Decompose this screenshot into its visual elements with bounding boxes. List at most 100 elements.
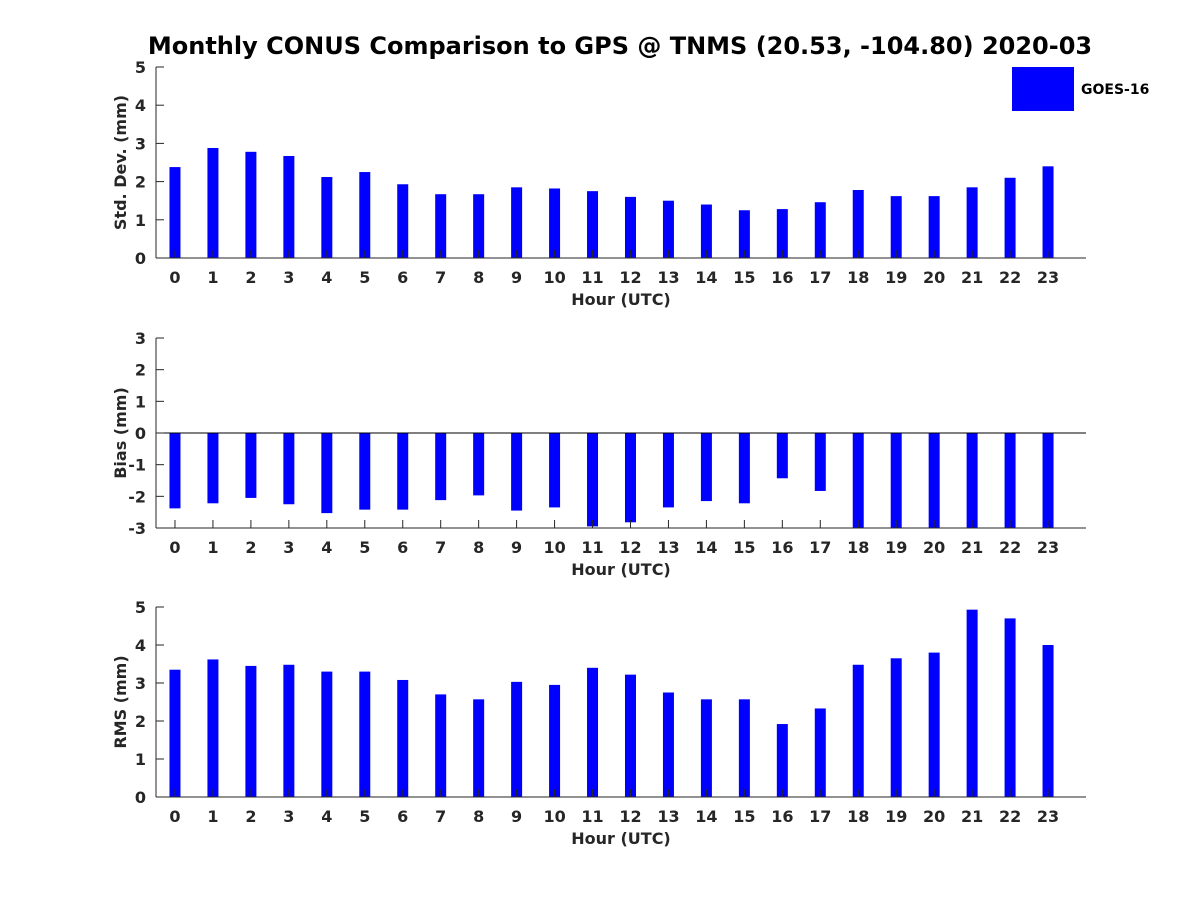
bias-xtick-label: 18 [847,538,869,557]
bias-bar-17 [814,433,826,491]
bias-bar-4 [321,433,333,514]
std-dev-xtick-label: 21 [961,268,983,287]
std-dev-xtick-label: 14 [695,268,717,287]
rms-xtick-label: 19 [885,807,907,826]
bias-xtick-label: 14 [695,538,717,557]
rms-xtick-label: 18 [847,807,869,826]
rms-bar-6 [397,679,409,797]
std-dev-xtick-label: 0 [169,268,180,287]
rms-xtick-label: 0 [169,807,180,826]
rms-bar-16 [776,724,788,797]
bias-xtick-label: 15 [733,538,755,557]
rms-xtick-label: 13 [657,807,679,826]
std-dev-xtick-label: 18 [847,268,869,287]
std-dev-ytick-label: 5 [135,58,146,77]
std-dev-bar-4 [321,177,333,258]
rms-bar-21 [966,609,978,797]
rms-bar-10 [549,684,561,797]
bias-ytick-label: -2 [128,487,146,506]
std-dev-bar-5 [359,172,371,258]
bias-bar-14 [700,433,712,502]
bias-ylabel: Bias (mm) [111,387,130,479]
std-dev-xtick-label: 1 [207,268,218,287]
std-dev-xtick-label: 2 [245,268,256,287]
bias-bar-16 [776,433,788,479]
std-dev-ytick-label: 1 [135,211,146,230]
std-dev-ytick-label: 4 [135,96,146,115]
bias-bar-11 [587,433,599,527]
rms-xtick-label: 4 [321,807,332,826]
legend: GOES-16 [1012,67,1149,111]
bias-xtick-label: 11 [581,538,603,557]
bias-xtick-label: 9 [511,538,522,557]
std-dev-xtick-label: 9 [511,268,522,287]
rms-ylabel: RMS (mm) [111,655,130,748]
std-dev-xtick-label: 3 [283,268,294,287]
bias-bar-7 [435,433,447,501]
std-dev-bar-13 [662,200,674,258]
bias-ytick-label: 2 [135,361,146,380]
rms-ytick-label: 4 [135,636,146,655]
std-dev-xtick-label: 20 [923,268,945,287]
rms-xtick-label: 21 [961,807,983,826]
rms-bar-19 [890,658,902,797]
std-dev-xtick-label: 8 [473,268,484,287]
bias-ytick-label: -1 [128,456,146,475]
bias-ytick-label: 0 [135,424,146,443]
rms-xtick-label: 22 [999,807,1021,826]
std-dev-xtick-label: 4 [321,268,332,287]
rms-bar-5 [359,671,371,797]
bias-bar-1 [207,433,219,504]
rms-bar-9 [511,681,523,797]
bias-xtick-label: 16 [771,538,793,557]
rms-bar-15 [738,699,750,797]
std-dev-xtick-label: 16 [771,268,793,287]
rms-xtick-label: 2 [245,807,256,826]
std-dev-ytick-label: 3 [135,134,146,153]
bias-xtick-label: 17 [809,538,831,557]
bias-bar-10 [549,433,561,508]
bias-ytick-label: 3 [135,329,146,348]
legend-label: GOES-16 [1081,82,1149,98]
rms-bar-1 [207,659,219,797]
std-dev-bar-15 [738,210,750,258]
bias-bar-19 [890,433,902,528]
rms-xtick-label: 1 [207,807,218,826]
std-dev-bar-17 [814,202,826,258]
rms-ytick-label: 5 [135,598,146,617]
rms-xtick-label: 14 [695,807,717,826]
rms-xtick-label: 6 [397,807,408,826]
std-dev-xtick-label: 15 [733,268,755,287]
std-dev-bar-6 [397,184,409,258]
std-dev-bar-23 [1042,166,1054,258]
std-dev-bar-9 [511,187,523,258]
bias-xtick-label: 21 [961,538,983,557]
rms-xtick-label: 12 [619,807,641,826]
rms-xtick-label: 17 [809,807,831,826]
std-dev-bar-14 [700,204,712,258]
std-dev-bar-12 [624,196,636,258]
bias-bar-13 [662,433,674,508]
std-dev-xtick-label: 11 [581,268,603,287]
bias-bar-18 [852,433,864,528]
bias-xtick-label: 2 [245,538,256,557]
rms-bar-0 [169,669,181,797]
std-dev-bar-2 [245,151,257,258]
rms-xtick-label: 9 [511,807,522,826]
std-dev-xtick-label: 5 [359,268,370,287]
std-dev-xtick-label: 23 [1037,268,1059,287]
std-dev-bar-19 [890,196,902,258]
bias-xtick-label: 5 [359,538,370,557]
rms-xtick-label: 23 [1037,807,1059,826]
std-dev-bar-16 [776,209,788,258]
rms-xtick-label: 5 [359,807,370,826]
rms-xtick-label: 15 [733,807,755,826]
std-dev-bar-0 [169,167,181,258]
bias-ytick-label: -3 [128,519,146,538]
rms-bar-7 [435,694,447,797]
rms-xtick-label: 20 [923,807,945,826]
std-dev-xlabel: Hour (UTC) [571,290,671,309]
std-dev-bar-8 [473,194,485,258]
